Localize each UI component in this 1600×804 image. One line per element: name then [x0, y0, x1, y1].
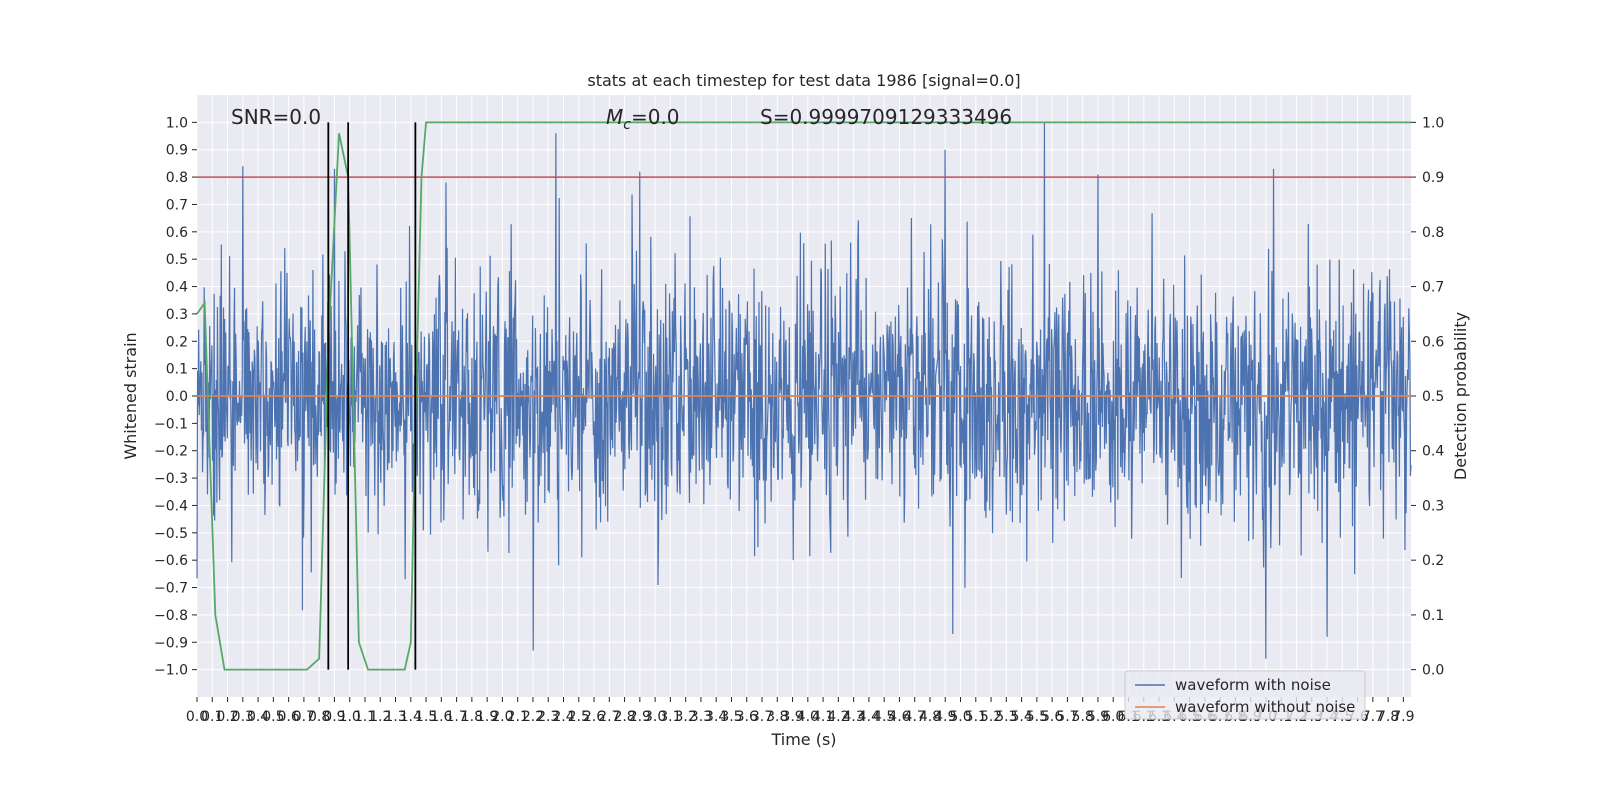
y-tick-label: 0.5: [166, 252, 188, 268]
y-tick-label: −0.8: [154, 608, 188, 624]
score-annotation: S=0.9999709129333496: [760, 105, 1012, 129]
snr-annotation: SNR=0.0: [231, 105, 321, 129]
legend-label-waveform-with-noise: waveform with noise: [1175, 676, 1331, 694]
y2-tick-label: 0.7: [1422, 280, 1444, 296]
y-tick-label: 0.9: [166, 143, 188, 159]
chirp-mass-annotation: Mc=0.0: [606, 105, 680, 133]
x-axis-title: Time (s): [770, 730, 836, 749]
y2-tick-label: 0.8: [1422, 225, 1444, 241]
y2-tick-label: 0.5: [1422, 389, 1444, 405]
legend: waveform with noise waveform without noi…: [1125, 671, 1365, 719]
y2-tick-label: 1.0: [1422, 115, 1444, 131]
y-tick-label: −0.9: [154, 635, 188, 651]
y-tick-label: −1.0: [154, 663, 188, 679]
y-tick-label: −0.2: [154, 444, 188, 460]
y-tick-label: 0.2: [166, 334, 188, 350]
y-tick-label: −0.4: [154, 498, 188, 514]
mc-symbol: M: [606, 105, 623, 129]
y-tick-label: 0.0: [166, 389, 188, 405]
mc-value: =0.0: [631, 105, 680, 129]
y2-tick-label: 0.0: [1422, 663, 1444, 679]
y-tick-label: 0.4: [166, 280, 188, 296]
y-tick-label: −0.7: [154, 581, 188, 597]
y-tick-label: −0.1: [154, 416, 188, 432]
y-tick-label: 0.6: [166, 225, 188, 241]
y-tick-label: 1.0: [166, 115, 188, 131]
y-tick-label: 0.3: [166, 307, 188, 323]
legend-label-waveform-without-noise: waveform without noise: [1175, 698, 1355, 716]
y-tick-label: 0.7: [166, 197, 188, 213]
y2-tick-label: 0.1: [1422, 608, 1444, 624]
y2-tick-label: 0.9: [1422, 170, 1444, 186]
y-tick-label: −0.3: [154, 471, 188, 487]
y2-tick-label: 0.2: [1422, 553, 1444, 569]
y-tick-label: −0.5: [154, 526, 188, 542]
x-tick-label: 7.9: [1392, 709, 1414, 725]
y2-tick-label: 0.3: [1422, 498, 1444, 514]
y2-tick-label: 0.6: [1422, 334, 1444, 350]
chart-title: stats at each timestep for test data 198…: [587, 71, 1020, 90]
y2-tick-label: 0.4: [1422, 444, 1444, 460]
y-tick-label: 0.1: [166, 362, 188, 378]
y2-axis-title: Detection probability: [1451, 312, 1470, 480]
y-tick-label: −0.6: [154, 553, 188, 569]
y-axis-title: Whitened strain: [121, 332, 140, 459]
y-tick-label: 0.8: [166, 170, 188, 186]
